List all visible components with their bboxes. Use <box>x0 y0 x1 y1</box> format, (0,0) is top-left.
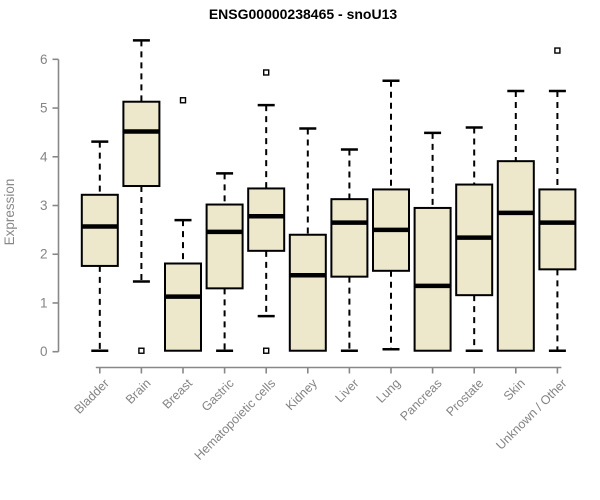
outlier-point <box>263 347 270 354</box>
box-skin <box>496 89 535 352</box>
box-liver <box>330 148 369 352</box>
y-tick-label: 5 <box>40 101 48 116</box>
x-tick-label: Breast <box>160 376 196 412</box>
y-tick-label: 3 <box>40 198 48 213</box>
outlier-point <box>554 47 561 54</box>
y-tick-label: 1 <box>40 295 48 310</box>
iqr-box <box>205 203 244 290</box>
iqr-box <box>413 206 452 352</box>
x-tick-label: Brain <box>123 376 154 407</box>
iqr-box <box>164 262 202 352</box>
iqr-box <box>330 198 369 278</box>
chart-title: ENSG00000238465 - snoU13 <box>209 6 398 22</box>
x-tick-label: Pancreas <box>397 376 444 423</box>
box-brain <box>122 39 161 354</box>
outlier-point <box>263 69 270 76</box>
y-tick-label: 2 <box>40 247 48 262</box>
x-tick-label: Unknown / Other <box>493 376 569 452</box>
iqr-box <box>80 193 119 267</box>
x-tick-label: Skin <box>501 376 528 403</box>
outlier-point <box>179 97 187 104</box>
iqr-box <box>538 188 577 271</box>
outlier-point <box>138 347 145 354</box>
x-tick-label: Bladder <box>72 376 112 416</box>
box-bladder <box>80 140 119 352</box>
box-lung <box>372 79 410 351</box>
y-axis-label: Expression <box>2 179 17 246</box>
box-hematopoietic-cells <box>247 69 286 354</box>
x-tick-label: Kidney <box>283 376 320 413</box>
x-tick-label: Hematopoietic cells <box>192 376 279 463</box>
x-tick-label: Liver <box>332 376 361 405</box>
x-tick-label: Gastric <box>199 376 237 414</box>
iqr-box <box>247 187 286 252</box>
box-breast <box>164 97 202 352</box>
x-tick-label: Lung <box>374 376 404 406</box>
iqr-box <box>496 160 535 352</box>
box-gastric <box>205 172 244 352</box>
y-tick-label: 6 <box>40 52 48 67</box>
iqr-box <box>288 233 327 352</box>
box-prostate <box>455 126 494 352</box>
boxplot-series <box>80 39 577 354</box>
iqr-box <box>122 100 161 188</box>
box-kidney <box>288 127 327 352</box>
x-tick-label: Prostate <box>443 376 486 419</box>
box-unknown-other <box>538 47 577 352</box>
box-pancreas <box>413 131 452 352</box>
y-tick-label: 0 <box>40 344 48 359</box>
y-tick-label: 4 <box>40 149 48 164</box>
